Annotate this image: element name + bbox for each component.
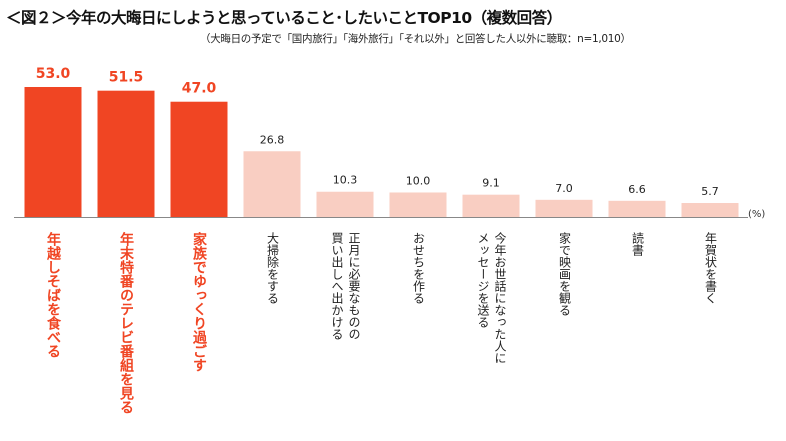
data-label: 10.0 <box>406 174 431 187</box>
data-label: 51.5 <box>109 70 144 86</box>
bar <box>462 194 520 217</box>
bar <box>389 192 447 217</box>
chart-title: ＜図２＞今年の大晦日にしようと思っていること･したいことTOP10（複数回答） <box>6 9 562 27</box>
data-label: 9.1 <box>482 177 500 190</box>
bar <box>170 101 228 217</box>
data-label: 7.0 <box>555 182 573 195</box>
bar <box>243 151 301 217</box>
category-label: 正月に必要なものの 買い出しへ出かける <box>330 232 361 340</box>
category-label: 大掃除をする <box>265 232 280 304</box>
bar <box>316 191 374 217</box>
bar <box>97 90 155 217</box>
bar <box>608 200 666 217</box>
category-label: 家族でゆっくり過ごす <box>191 232 207 372</box>
category-label: 年越しそばを食べる <box>45 232 61 358</box>
data-label: 5.7 <box>701 185 719 198</box>
category-label: おせちを作る <box>411 232 426 304</box>
data-label: 6.6 <box>628 183 646 196</box>
unit-label: (%) <box>748 209 766 220</box>
data-label: 26.8 <box>260 133 285 146</box>
bar <box>24 87 82 217</box>
data-label: 10.3 <box>333 174 358 187</box>
category-label: 読書 <box>630 232 645 256</box>
category-label: 年末特番のテレビ番組を見る <box>118 232 134 414</box>
category-label: 家で映画を観る <box>557 232 572 316</box>
category-label: 今年お世話になった人に メッセージを送る <box>476 232 507 364</box>
chart-subtitle: （大晦日の予定で「国内旅行」「海外旅行」「それ以外」と回答した人以外に聴取：n=… <box>200 33 631 45</box>
category-label: 年賀状を書く <box>703 232 718 304</box>
data-label: 53.0 <box>36 66 71 82</box>
bar <box>681 203 739 217</box>
bar <box>535 199 593 217</box>
data-label: 47.0 <box>182 81 217 97</box>
